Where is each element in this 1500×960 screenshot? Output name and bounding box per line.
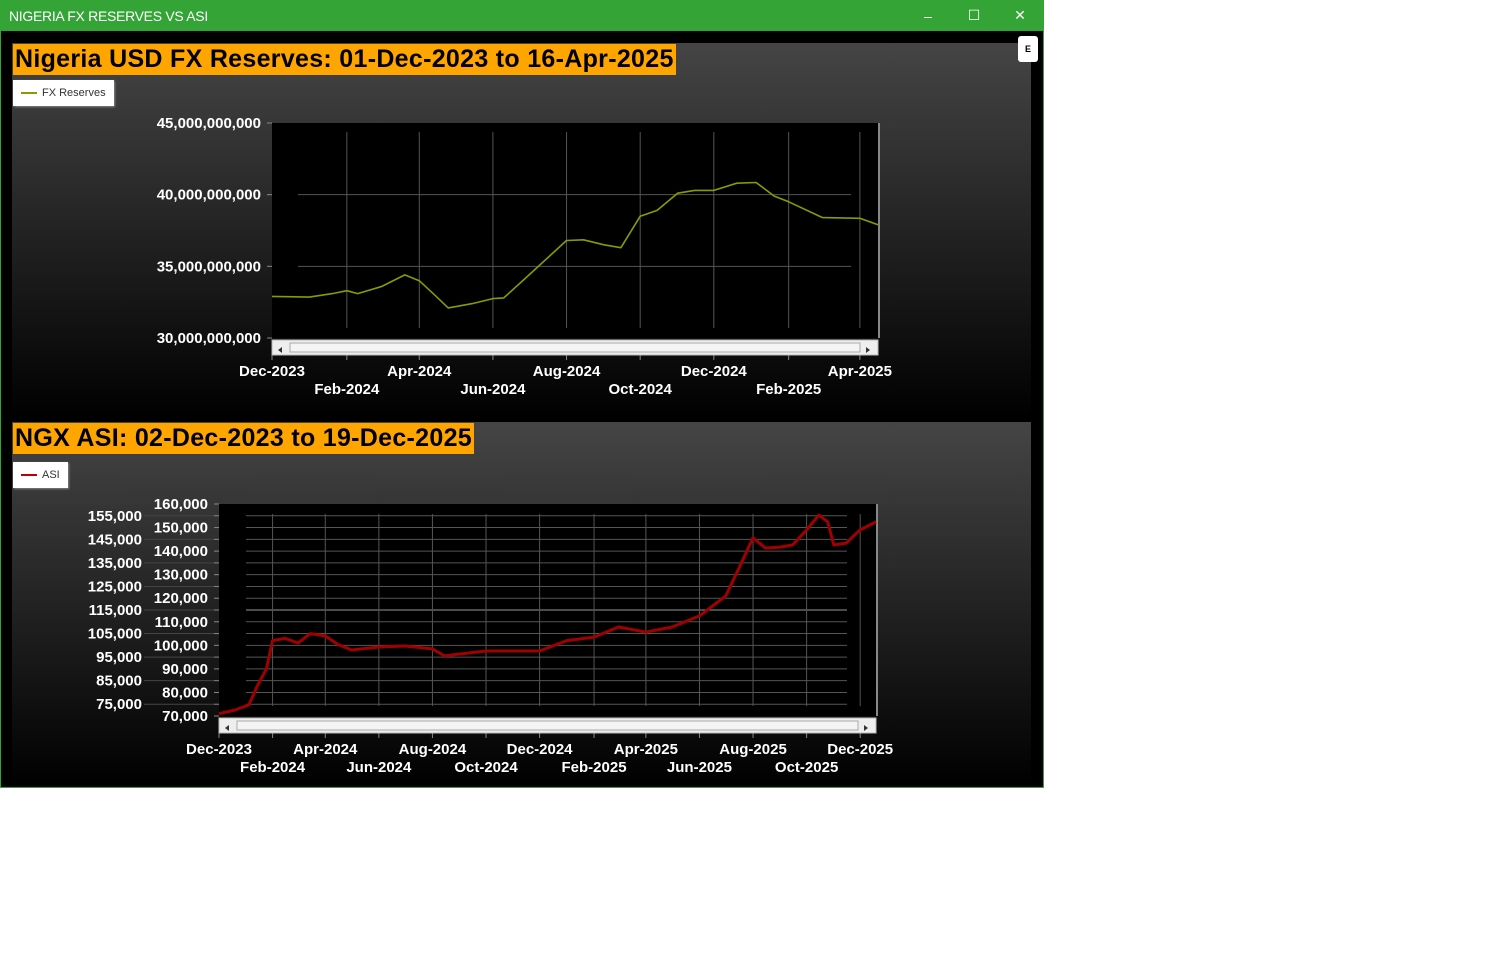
x-tick-label: Oct-2024 bbox=[608, 381, 672, 398]
export-button[interactable]: E bbox=[1018, 36, 1038, 62]
x-tick-label: Dec-2023 bbox=[186, 741, 252, 758]
legend-label: ASI bbox=[42, 469, 60, 481]
x-tick-label: Jun-2025 bbox=[667, 759, 732, 776]
x-tick-label: Apr-2024 bbox=[293, 741, 358, 758]
y-tick-label: 130,000 bbox=[154, 567, 208, 584]
x-tick-label: Aug-2024 bbox=[399, 741, 467, 758]
fx-series-line bbox=[271, 181, 879, 309]
y-tick-label: 30,000,000,000 bbox=[157, 330, 261, 347]
plot-area bbox=[272, 123, 878, 338]
x-tick-label: Feb-2024 bbox=[240, 759, 306, 776]
x-tick-label: Jun-2024 bbox=[460, 381, 526, 398]
legend-label: FX Reserves bbox=[42, 87, 106, 99]
scroll-right-icon[interactable] bbox=[866, 347, 870, 353]
y-tick-label: 120,000 bbox=[154, 590, 208, 607]
y-tick-label: 125,000 bbox=[88, 578, 142, 595]
asi-chart: 70,000 75,000 80,000 85,000 90,000 95,000 100,… bbox=[88, 496, 893, 776]
scroll-right-icon[interactable] bbox=[864, 725, 868, 731]
scroll-left-icon[interactable] bbox=[225, 725, 229, 731]
x-tick-label: Jun-2024 bbox=[346, 759, 412, 776]
y-tick-label: 160,000 bbox=[154, 496, 208, 513]
y-tick-label: 105,000 bbox=[88, 626, 142, 643]
y-tick-label: 80,000 bbox=[162, 684, 208, 701]
y-tick-label: 140,000 bbox=[154, 543, 208, 560]
scrollbar-thumb[interactable] bbox=[236, 720, 859, 731]
x-tick-label: Feb-2025 bbox=[562, 759, 627, 776]
x-tick-label: Oct-2024 bbox=[454, 759, 518, 776]
asi-legend[interactable]: ASI bbox=[13, 462, 68, 488]
asi-scrollbar[interactable] bbox=[218, 717, 877, 734]
x-tick-label: Aug-2025 bbox=[719, 741, 787, 758]
y-tick-label: 75,000 bbox=[96, 696, 142, 713]
y-tick-label: 85,000 bbox=[96, 673, 142, 690]
y-tick-label: 150,000 bbox=[154, 520, 208, 537]
fx-chart-title: Nigeria USD FX Reserves: 01-Dec-2023 to … bbox=[13, 44, 676, 75]
y-tick-label: 110,000 bbox=[155, 614, 208, 631]
close-button[interactable]: ✕ bbox=[1014, 7, 1026, 23]
window-title: NIGERIA FX RESERVES VS ASI bbox=[9, 8, 208, 24]
fx-chart: 30,000,000,000 35,000,000,000 40,000,000,0… bbox=[157, 115, 892, 398]
y-tick-label: 100,000 bbox=[154, 637, 208, 654]
x-tick-label: Apr-2024 bbox=[387, 363, 452, 380]
x-tick-label: Apr-2025 bbox=[828, 363, 892, 380]
y-tick-label: 115,000 bbox=[89, 602, 142, 619]
y-tick-label: 90,000 bbox=[162, 661, 208, 678]
y-tick-label: 135,000 bbox=[88, 555, 142, 572]
x-tick-label: Feb-2024 bbox=[314, 381, 380, 398]
y-tick-label: 145,000 bbox=[88, 531, 142, 548]
x-tick-label: Apr-2025 bbox=[614, 741, 678, 758]
x-tick-label: Dec-2024 bbox=[681, 363, 748, 380]
scrollbar-thumb[interactable] bbox=[289, 342, 861, 353]
legend-swatch bbox=[21, 92, 37, 95]
x-tick-label: Aug-2024 bbox=[533, 363, 601, 380]
scroll-left-icon[interactable] bbox=[278, 347, 282, 353]
y-tick-label: 155,000 bbox=[88, 508, 142, 525]
asi-chart-title: NGX ASI: 02-Dec-2023 to 19-Dec-2025 bbox=[13, 423, 474, 454]
y-tick-label: 35,000,000,000 bbox=[157, 258, 261, 275]
y-tick-label: 70,000 bbox=[162, 708, 208, 725]
maximize-button[interactable]: ☐ bbox=[967, 7, 981, 23]
x-tick-label: Dec-2023 bbox=[239, 363, 305, 380]
x-tick-label: Dec-2024 bbox=[507, 741, 574, 758]
x-tick-label: Dec-2025 bbox=[827, 741, 893, 758]
y-tick-label: 45,000,000,000 bbox=[157, 115, 261, 132]
title-bar: NIGERIA FX RESERVES VS ASI – ☐ ✕ bbox=[0, 0, 1044, 31]
x-tick-label: Feb-2025 bbox=[756, 381, 821, 398]
minimize-button[interactable]: – bbox=[924, 7, 932, 24]
charts-layer: 30,000,000,000 35,000,000,000 40,000,000,0… bbox=[88, 115, 893, 776]
y-tick-label: 40,000,000,000 bbox=[157, 187, 261, 204]
legend-swatch bbox=[21, 474, 37, 477]
fx-scrollbar[interactable] bbox=[271, 339, 879, 356]
x-tick-label: Oct-2025 bbox=[775, 759, 838, 776]
y-tick-label: 95,000 bbox=[96, 649, 142, 666]
fx-legend[interactable]: FX Reserves bbox=[13, 80, 114, 106]
